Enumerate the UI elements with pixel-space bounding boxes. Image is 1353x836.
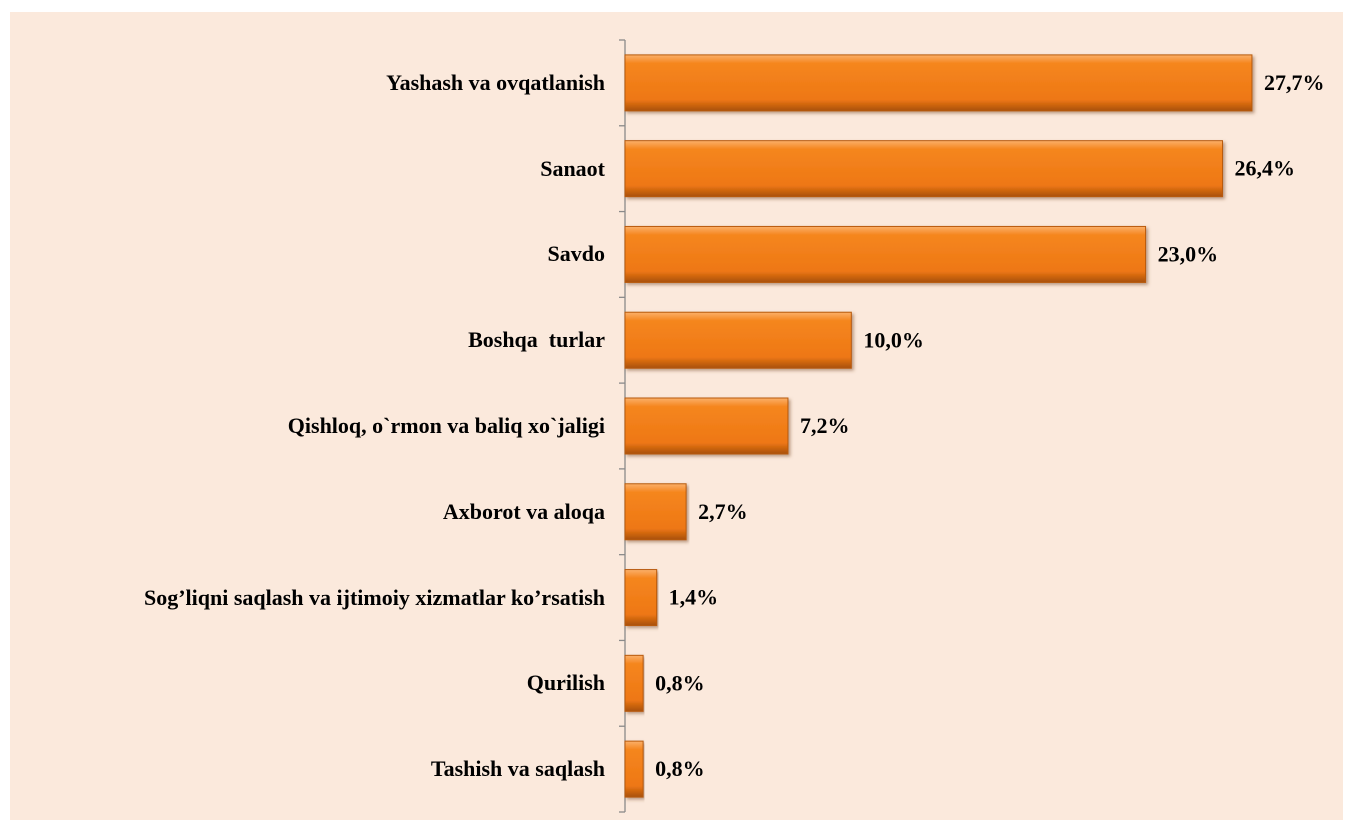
value-label: 0,8% [655,670,705,695]
bar-group [624,654,644,712]
value-label: 26,4% [1235,156,1296,181]
category-label-box: Tashish va saqlash [431,726,605,812]
bar-group [624,311,852,369]
category-label: Axborot va aloqa [442,498,605,524]
category-label-box: Qishloq, o`rmon va baliq xo`jaligi [288,383,605,469]
bar-group [624,569,658,627]
category-label-box: Yashash va ovqatlanish [386,40,605,126]
category-label: Tashish va saqlash [430,756,605,782]
bar-group [624,225,1147,283]
bar [624,569,658,627]
bar [624,311,852,369]
value-label: 1,4% [669,585,719,610]
category-label-box: Savdo [548,212,605,298]
value-label: 27,7% [1264,70,1325,95]
bar-group [624,483,687,541]
bar [624,654,644,712]
value-label: 10,0% [863,327,924,352]
category-label: Boshqa turlar [468,327,605,353]
value-label: 2,7% [698,499,748,524]
category-label-box: Sog’liqni saqlash va ijtimoiy xizmatlar … [144,555,605,641]
bar [624,225,1147,283]
bar [624,483,687,541]
bar [624,54,1253,112]
value-label: 23,0% [1158,241,1219,266]
bar-group [624,140,1224,198]
bar-group [624,54,1253,112]
category-label: Yashash va ovqatlanish [386,69,605,95]
category-label-box: Axborot va aloqa [443,469,605,555]
category-label-box: Boshqa turlar [468,297,605,383]
bar [624,740,644,798]
bar [624,140,1224,198]
category-label: Sog’liqni saqlash va ijtimoiy xizmatlar … [143,584,605,610]
value-label: 0,8% [655,756,705,781]
category-label-box: Sanaot [540,126,605,212]
category-label: Savdo [547,241,605,267]
bar [624,397,789,455]
category-label: Sanaot [540,155,605,181]
category-label: Qishloq, o`rmon va baliq xo`jaligi [287,412,605,438]
value-label: 7,2% [800,413,850,438]
category-label-box: Qurilish [527,640,605,726]
category-label: Qurilish [526,670,605,696]
bar-group [624,740,644,798]
bar-group [624,397,789,455]
